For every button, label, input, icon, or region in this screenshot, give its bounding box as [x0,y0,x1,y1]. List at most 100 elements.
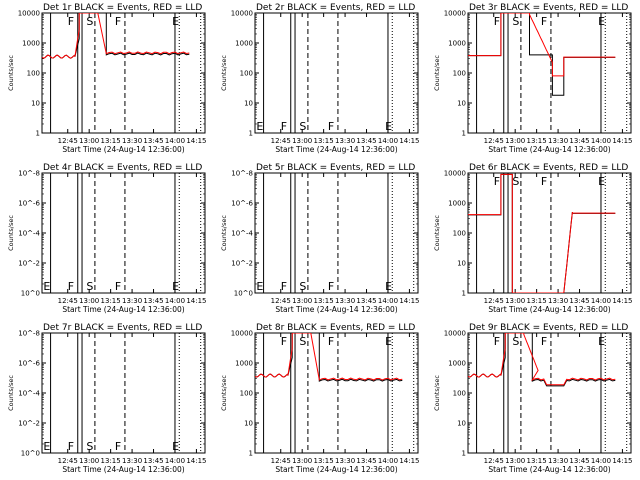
x-tick-label: 13:15 [101,457,121,465]
detector-panel-2: Det 2r BLACK = Events, RED = LLD 1 10 100 10… [220,3,420,154]
x-tick-label: 13:45 [143,137,163,145]
y-tick-label: 10000 [444,170,466,178]
y-tick-label: 10^-4 [231,230,253,238]
x-tick-label: 14:00 [591,297,611,305]
event-marker-label: E [598,15,605,28]
y-tick-label: 1 [249,450,253,458]
event-marker-label: F [281,120,287,133]
panel-title: Det 1r BLACK = Events, RED = LLD [43,3,202,13]
x-tick-label: 13:30 [122,457,142,465]
event-marker-label: E [43,280,50,293]
x-tick-label: 13:15 [527,297,547,305]
event-marker-label: S [512,15,519,28]
event-marker-label: E [172,280,179,293]
panel-title: Det 5r BLACK = Events, RED = LLD [256,163,415,173]
x-tick-label: 13:00 [505,457,525,465]
series-lld-line [255,333,403,381]
x-tick-label: 12:45 [271,457,291,465]
y-tick-label: 10^-8 [18,170,40,178]
y-tick-label: 10000 [444,330,466,338]
x-tick-label: 13:45 [569,297,589,305]
y-tick-label: 100 [240,390,253,398]
x-tick-label: 13:30 [335,297,355,305]
x-axis-label: Start Time (24-Aug-14 12:36:00) [488,465,610,474]
y-tick-label: 1000 [448,360,466,368]
y-axis-label: Counts/sec [7,55,15,91]
x-tick-label: 14:00 [591,137,611,145]
x-tick-label: 13:00 [505,137,525,145]
x-axis-label: Start Time (24-Aug-14 12:36:00) [275,145,397,154]
x-tick-label: 13:30 [548,137,568,145]
event-marker-label: F [281,280,287,293]
y-tick-label: 1 [462,130,466,138]
x-tick-label: 13:45 [356,137,376,145]
x-tick-label: 13:45 [569,457,589,465]
y-tick-label: 10^-4 [18,230,40,238]
x-tick-label: 13:00 [292,297,312,305]
series-events-line [468,173,616,293]
x-axis-label: Start Time (24-Aug-14 12:36:00) [62,305,184,314]
x-tick-label: 13:00 [505,297,525,305]
x-tick-label: 13:00 [79,297,99,305]
y-tick-label: 10^-8 [231,170,253,178]
event-marker-label: F [328,280,334,293]
event-marker-label: F [68,280,74,293]
y-tick-label: 1000 [235,360,253,368]
event-marker-label: S [299,335,306,348]
plot-frame [254,12,419,134]
y-axis-label: Counts/sec [433,55,441,91]
y-axis-label: Counts/sec [220,215,228,251]
y-tick-label: 1000 [22,40,40,48]
x-tick-label: 13:15 [314,457,334,465]
y-tick-label: 10^0 [21,450,40,458]
y-tick-label: 10^-6 [18,360,40,368]
event-marker-label: F [68,15,74,28]
event-marker-label: E [256,280,263,293]
event-marker-label: F [494,15,500,28]
event-marker-label: S [86,15,93,28]
y-axis-label: Counts/sec [433,375,441,411]
x-axis-label: Start Time (24-Aug-14 12:36:00) [275,305,397,314]
x-tick-label: 12:45 [58,457,78,465]
y-tick-label: 1 [462,290,466,298]
x-tick-label: 13:15 [101,137,121,145]
y-tick-label: 10^0 [21,290,40,298]
plot-frame [467,172,632,294]
event-marker-label: S [86,440,93,453]
x-tick-label: 13:45 [143,297,163,305]
x-tick-label: 14:00 [378,137,398,145]
x-tick-label: 14:15 [612,457,632,465]
panel-title: Det 7r BLACK = Events, RED = LLD [43,323,202,333]
x-tick-label: 13:00 [79,457,99,465]
y-tick-label: 10 [31,100,40,108]
panel-title: Det 2r BLACK = Events, RED = LLD [256,3,415,13]
y-tick-label: 10000 [18,10,40,18]
y-tick-label: 10 [244,420,253,428]
plot-frame [41,332,206,454]
x-axis-label: Start Time (24-Aug-14 12:36:00) [488,305,610,314]
y-tick-label: 1000 [448,200,466,208]
x-tick-label: 12:45 [58,137,78,145]
y-tick-label: 1000 [448,40,466,48]
y-tick-label: 10 [457,420,466,428]
event-marker-label: F [494,335,500,348]
x-tick-label: 13:45 [569,137,589,145]
y-tick-label: 10^-8 [18,330,40,338]
x-tick-label: 14:00 [165,297,185,305]
detector-panel-7: Det 7r BLACK = Events, RED = LLD 10^0 10^-… [7,323,207,474]
plot-frame [41,12,206,134]
x-tick-label: 13:45 [356,297,376,305]
x-tick-label: 13:45 [356,457,376,465]
y-tick-label: 10^-2 [18,420,40,428]
event-marker-label: F [115,440,121,453]
x-tick-label: 13:15 [314,137,334,145]
x-tick-label: 14:15 [186,297,206,305]
x-tick-label: 12:45 [484,457,504,465]
event-marker-label: E [172,440,179,453]
x-tick-label: 14:00 [378,297,398,305]
y-tick-label: 10^-6 [231,200,253,208]
x-tick-label: 13:30 [548,297,568,305]
y-tick-label: 100 [240,70,253,78]
event-marker-label: E [256,120,263,133]
x-tick-label: 13:30 [335,457,355,465]
